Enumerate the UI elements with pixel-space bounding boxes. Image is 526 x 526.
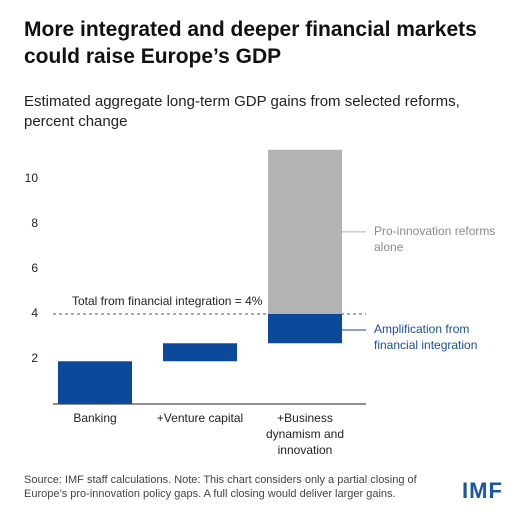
- y-tick-label: 2: [31, 351, 38, 365]
- x-tick-label: Banking: [73, 411, 117, 425]
- bar-segment: [58, 361, 132, 404]
- y-tick-label: 8: [31, 216, 38, 230]
- x-tick-label: +Venture capital: [156, 411, 244, 425]
- legend-label: Pro-innovation reforms alone: [374, 223, 496, 254]
- x-tick-label: +Business dynamism and innovation: [265, 411, 345, 457]
- logo: IMF: [462, 478, 503, 503]
- subtitle: Estimated aggregate long-term GDP gains …: [24, 93, 460, 130]
- y-tick-label: 10: [25, 171, 39, 185]
- bar-segment: [268, 314, 342, 344]
- y-tick-label: 4: [31, 306, 38, 320]
- y-tick-label: 6: [31, 261, 38, 275]
- legend-label: Amplification from financial integration: [374, 322, 478, 352]
- reference-label: Total from financial integration = 4%: [72, 294, 263, 308]
- source-note: Source: IMF staff calculations. Note: Th…: [24, 474, 417, 500]
- bar-segment: [268, 149, 342, 314]
- title: More integrated and deeper financial mar…: [24, 18, 477, 68]
- bar-segment: [163, 343, 237, 362]
